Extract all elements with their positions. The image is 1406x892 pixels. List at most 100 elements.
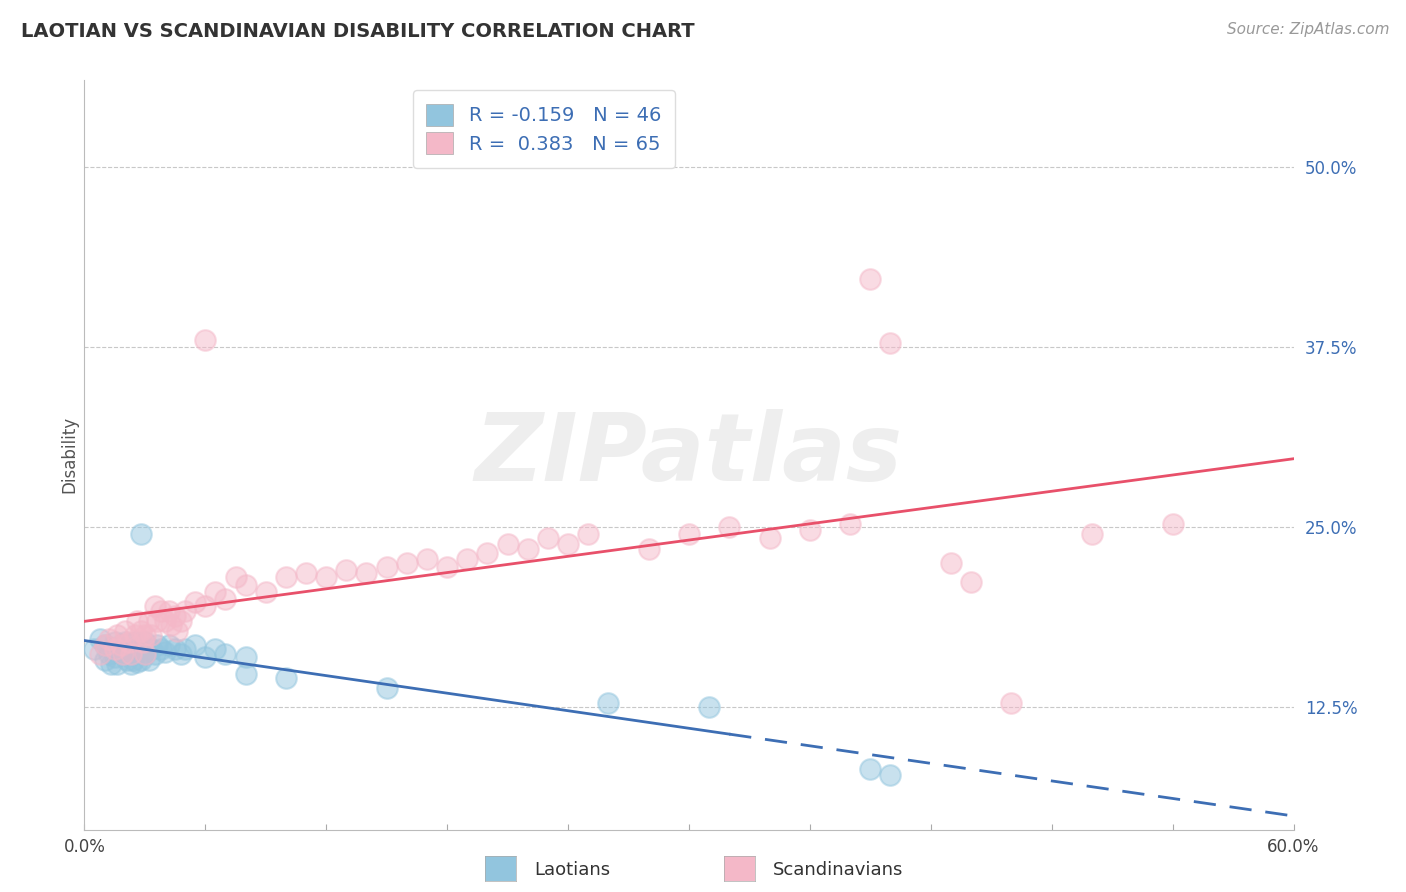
Point — [120, 657, 142, 671]
Point — [598, 696, 620, 710]
Point — [97, 632, 120, 647]
Point — [416, 551, 439, 566]
Point — [89, 647, 111, 661]
Point — [129, 527, 152, 541]
Point — [115, 652, 138, 666]
Point — [274, 570, 297, 584]
Point — [134, 647, 156, 661]
Point — [114, 635, 136, 649]
Point — [166, 624, 188, 638]
Point — [111, 647, 134, 661]
Point — [436, 560, 458, 574]
Point — [225, 570, 247, 584]
Point — [139, 628, 162, 642]
Point — [111, 647, 134, 661]
Point — [118, 645, 141, 659]
Point — [143, 599, 166, 614]
Point — [697, 700, 720, 714]
Point — [110, 638, 132, 652]
Text: Laotians: Laotians — [534, 861, 610, 879]
Point — [1000, 696, 1022, 710]
Point — [235, 667, 257, 681]
Point — [157, 603, 180, 617]
Point — [134, 647, 156, 661]
Point — [194, 333, 217, 347]
Point — [879, 768, 901, 782]
Point — [395, 556, 418, 570]
Point — [295, 566, 318, 580]
Point — [174, 603, 197, 617]
Point — [718, 520, 741, 534]
Point — [118, 635, 141, 649]
Point — [129, 624, 152, 638]
Point — [120, 647, 142, 661]
Point — [235, 577, 257, 591]
Point — [170, 614, 193, 628]
Point — [124, 635, 146, 649]
Point — [315, 570, 337, 584]
Point — [138, 614, 160, 628]
Point — [139, 642, 162, 657]
Point — [104, 635, 127, 649]
Point — [93, 638, 115, 652]
Point — [194, 599, 217, 614]
Point — [134, 635, 156, 649]
Text: Scandinavians: Scandinavians — [773, 861, 904, 879]
Point — [110, 638, 132, 652]
Point — [89, 632, 111, 647]
Point — [105, 628, 128, 642]
Point — [678, 527, 700, 541]
Point — [557, 537, 579, 551]
Point — [132, 635, 155, 649]
Point — [204, 584, 226, 599]
Point — [104, 649, 127, 664]
Point — [516, 541, 538, 556]
Point — [121, 652, 143, 666]
Point — [165, 642, 187, 657]
Point — [496, 537, 519, 551]
Point — [456, 551, 478, 566]
Text: Source: ZipAtlas.com: Source: ZipAtlas.com — [1226, 22, 1389, 37]
Point — [859, 762, 882, 776]
Point — [184, 595, 207, 609]
Point — [104, 642, 127, 657]
Point — [214, 647, 236, 661]
Point — [174, 642, 197, 657]
Point — [274, 671, 297, 685]
Point — [235, 649, 257, 664]
Point — [114, 624, 136, 638]
Point — [146, 614, 169, 628]
Point — [143, 647, 166, 661]
Point — [1081, 527, 1104, 541]
Point — [93, 652, 115, 666]
Point — [153, 614, 176, 628]
Point — [184, 638, 207, 652]
Point — [194, 649, 217, 664]
Point — [105, 657, 128, 671]
Point — [153, 645, 176, 659]
Point — [758, 532, 780, 546]
Point — [83, 642, 105, 657]
Point — [799, 523, 821, 537]
Point — [170, 647, 193, 661]
Point — [637, 541, 659, 556]
Point — [100, 657, 122, 671]
Point — [149, 603, 172, 617]
Point — [204, 642, 226, 657]
Point — [93, 638, 115, 652]
Point — [125, 656, 148, 670]
Point — [254, 584, 277, 599]
Point — [146, 638, 169, 652]
Point — [859, 272, 882, 286]
Point — [1161, 517, 1184, 532]
Point — [375, 681, 398, 696]
Y-axis label: Disability: Disability — [60, 417, 79, 493]
Point — [356, 566, 378, 580]
Text: LAOTIAN VS SCANDINAVIAN DISABILITY CORRELATION CHART: LAOTIAN VS SCANDINAVIAN DISABILITY CORRE… — [21, 22, 695, 41]
Point — [165, 609, 187, 624]
Point — [214, 592, 236, 607]
Point — [128, 642, 150, 657]
Point — [124, 628, 146, 642]
Point — [97, 647, 120, 661]
Point — [138, 652, 160, 666]
